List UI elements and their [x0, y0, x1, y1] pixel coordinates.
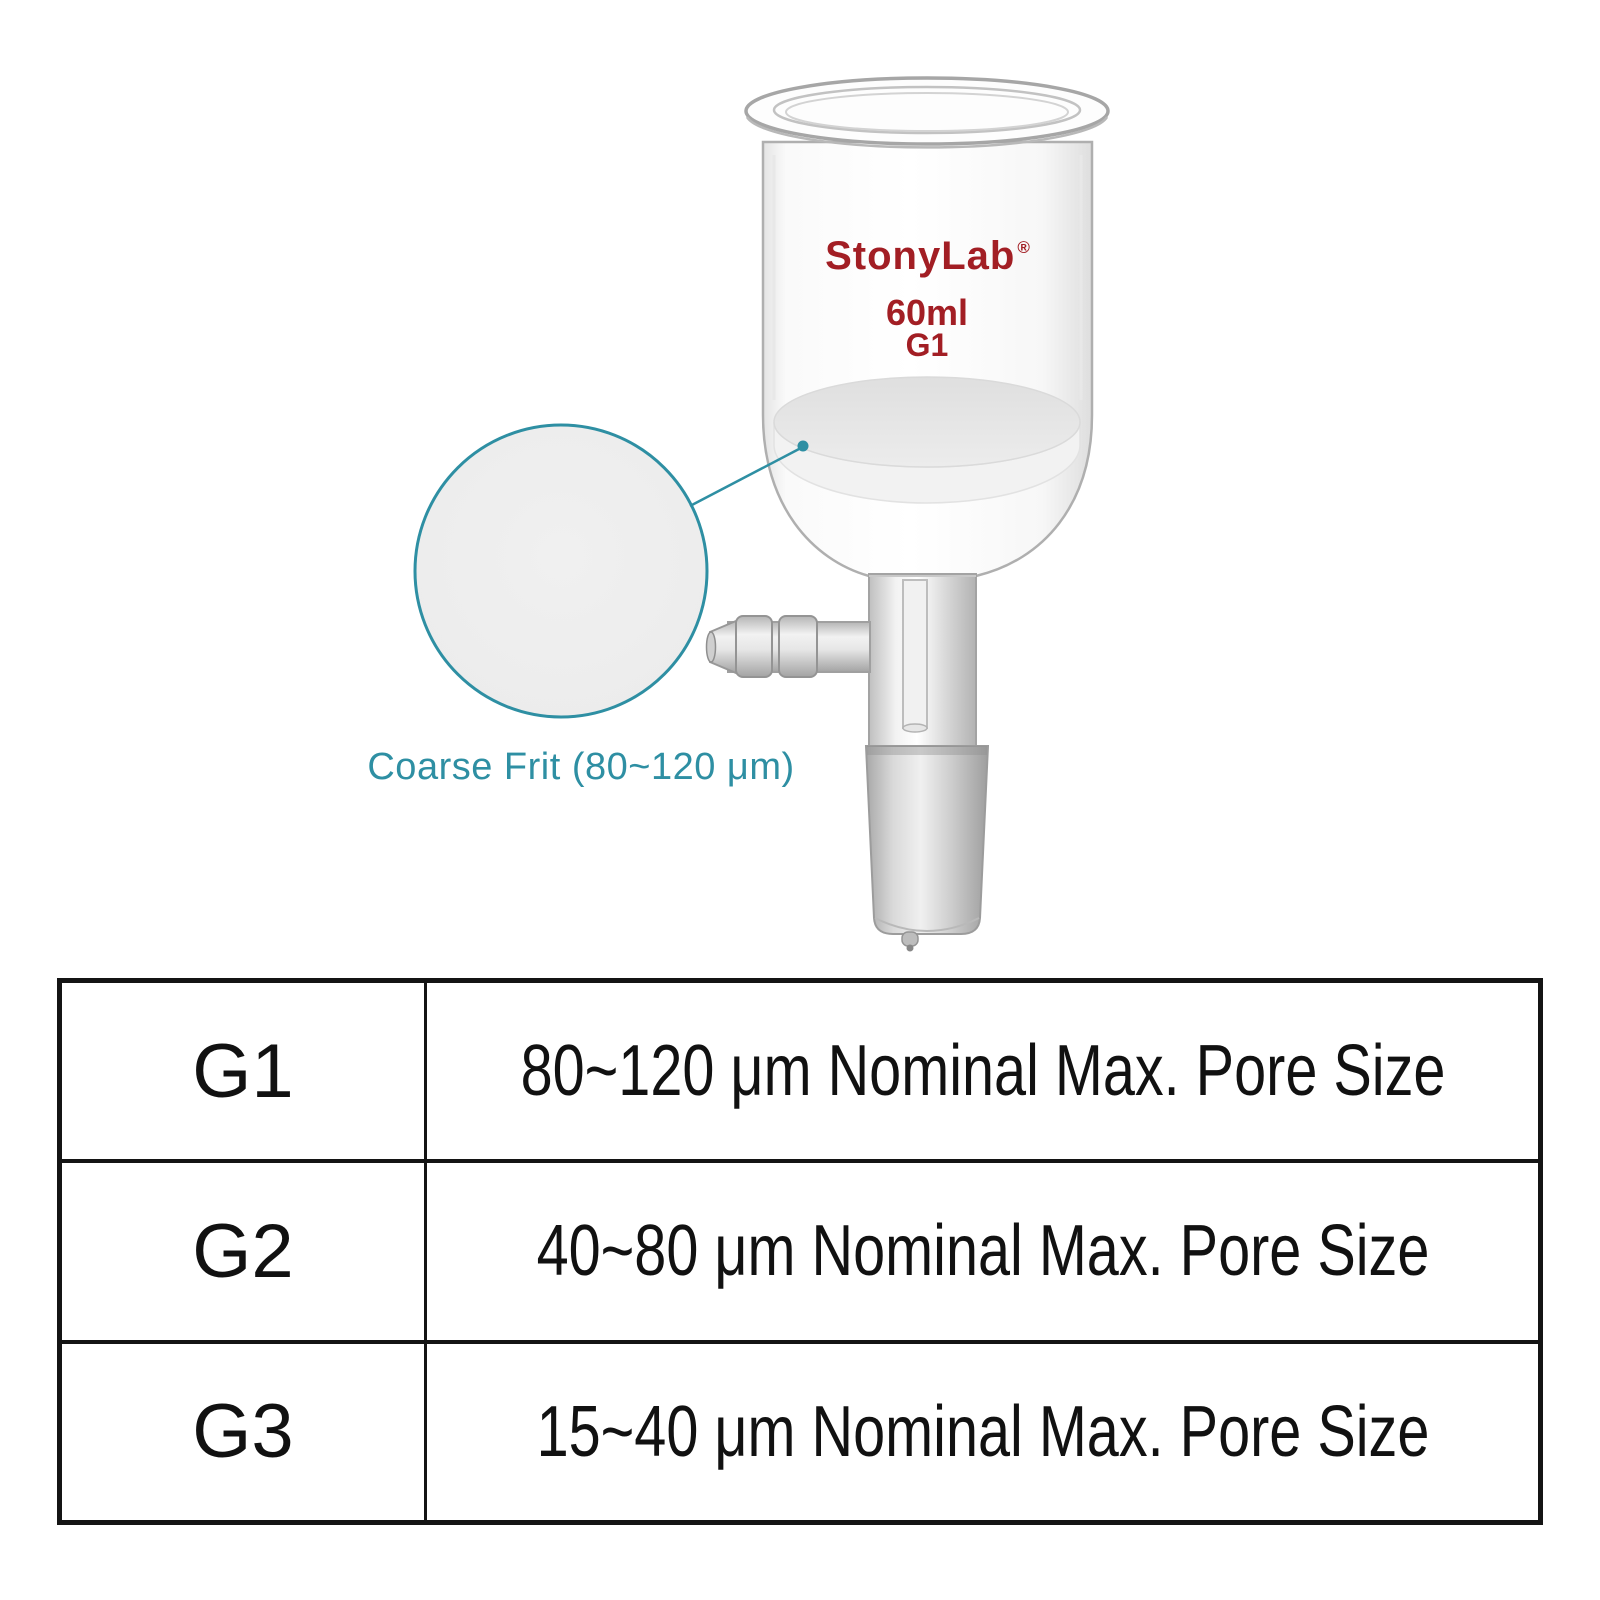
ground-glass-joint	[864, 745, 990, 952]
inner-drain-tube	[902, 579, 928, 729]
table-row: G3 15~40 μm Nominal Max. Pore Size	[62, 1339, 1538, 1520]
drip-tip	[901, 931, 919, 952]
pore-size-table: G1 80~120 μm Nominal Max. Pore Size G2 4…	[57, 978, 1543, 1525]
brand-name: StonyLab ®	[825, 234, 1031, 279]
grade-cell: G3	[62, 1343, 427, 1520]
desc-cell: 80~120 μm Nominal Max. Pore Size	[427, 983, 1538, 1159]
table-row: G2 40~80 μm Nominal Max. Pore Size	[62, 1159, 1538, 1340]
pore-size-desc: 15~40 μm Nominal Max. Pore Size	[536, 1391, 1429, 1472]
callout-connector-line	[689, 447, 800, 508]
registered-mark: ®	[1017, 237, 1031, 257]
grade-label: G1	[905, 327, 949, 363]
funnel-stem	[868, 573, 977, 747]
desc-cell: 40~80 μm Nominal Max. Pore Size	[427, 1163, 1538, 1339]
grade-cell: G2	[62, 1163, 427, 1340]
grade-cell: G1	[62, 983, 427, 1160]
desc-cell: 15~40 μm Nominal Max. Pore Size	[427, 1344, 1538, 1520]
pore-size-desc: 80~120 μm Nominal Max. Pore Size	[520, 1031, 1445, 1112]
callout-dot	[797, 440, 809, 452]
frit-callout-circle	[413, 423, 709, 719]
hose-barb	[705, 615, 818, 678]
table-row: G1 80~120 μm Nominal Max. Pore Size	[62, 983, 1538, 1160]
brand-name-text: StonyLab	[825, 234, 1016, 278]
funnel-rim	[744, 76, 1110, 149]
vacuum-side-arm	[705, 615, 871, 678]
pore-size-desc: 40~80 μm Nominal Max. Pore Size	[536, 1211, 1429, 1292]
frit-disc	[773, 376, 1081, 504]
volume-label: 60ml	[885, 292, 969, 333]
callout-label: Coarse Frit (80~120 μm)	[367, 746, 795, 788]
